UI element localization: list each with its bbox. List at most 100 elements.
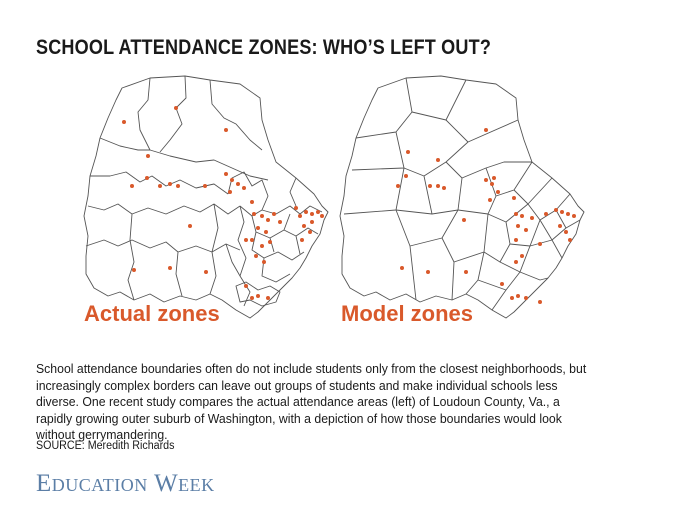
school-dot: [168, 182, 172, 186]
school-dot: [266, 296, 270, 300]
page-title: SCHOOL ATTENDANCE ZONES: WHO’S LEFT OUT?: [36, 36, 492, 59]
zone-boundary: [453, 213, 489, 263]
school-dot: [250, 200, 254, 204]
school-dot: [568, 238, 572, 242]
school-dot: [268, 240, 272, 244]
school-dot: [404, 174, 408, 178]
zone-boundary: [235, 281, 281, 307]
zone-boundary: [85, 239, 241, 253]
school-dot: [566, 212, 570, 216]
school-dot: [188, 224, 192, 228]
zone-boundary: [237, 205, 251, 307]
county-outline-model: [339, 75, 585, 319]
school-dot: [524, 228, 528, 232]
school-dot: [572, 214, 576, 218]
zone-boundary: [483, 243, 511, 263]
school-dot: [302, 224, 306, 228]
school-dot: [278, 220, 282, 224]
zone-boundary: [269, 213, 301, 255]
zone-boundary: [289, 177, 297, 207]
school-dot: [500, 282, 504, 286]
zone-boundary: [99, 137, 269, 181]
school-dot: [272, 212, 276, 216]
map-actual-zones: [83, 75, 329, 319]
school-dot: [564, 230, 568, 234]
school-dot: [298, 214, 302, 218]
zone-boundary: [209, 79, 263, 151]
school-dot: [244, 284, 248, 288]
zone-boundary: [127, 213, 135, 301]
school-dot: [204, 270, 208, 274]
maps-figure: Actual zones: [83, 75, 585, 326]
school-dot: [158, 184, 162, 188]
zone-boundary: [225, 243, 241, 277]
school-dot: [174, 106, 178, 110]
school-dot: [316, 210, 320, 214]
zone-boundary: [487, 203, 529, 223]
zone-boundary: [137, 77, 151, 151]
source-credit: SOURCE: Meredith Richards: [36, 440, 175, 452]
map-model-zones: [339, 75, 585, 319]
school-dot: [132, 268, 136, 272]
zone-boundary: [445, 119, 519, 143]
zone-boundary: [90, 171, 229, 195]
school-dot: [544, 212, 548, 216]
zone-boundary: [491, 271, 549, 311]
school-dot: [256, 294, 260, 298]
school-dot: [514, 212, 518, 216]
zone-boundary: [87, 203, 241, 215]
school-dot: [530, 216, 534, 220]
zone-boundary: [529, 239, 563, 259]
school-dot: [400, 266, 404, 270]
school-dot: [242, 186, 246, 190]
school-dot: [262, 260, 266, 264]
school-dot: [524, 296, 528, 300]
schools-model: [396, 128, 576, 304]
school-dot: [203, 184, 207, 188]
school-dot: [520, 254, 524, 258]
school-dot: [294, 206, 298, 210]
school-dot: [560, 210, 564, 214]
school-dot: [176, 184, 180, 188]
school-dot: [310, 220, 314, 224]
school-dot: [554, 208, 558, 212]
school-dot: [436, 184, 440, 188]
zone-boundary: [505, 219, 541, 247]
school-dot: [244, 238, 248, 242]
zone-boundary: [395, 209, 417, 301]
school-dot: [428, 184, 432, 188]
zone-boundary: [209, 203, 219, 295]
school-dot: [436, 158, 440, 162]
school-dot: [266, 218, 270, 222]
zone-boundary: [499, 245, 531, 273]
school-dot: [510, 296, 514, 300]
school-dot: [520, 214, 524, 218]
school-dot: [130, 184, 134, 188]
school-dot: [490, 182, 494, 186]
school-dot: [224, 172, 228, 176]
school-dot: [300, 238, 304, 242]
school-dot: [464, 270, 468, 274]
school-dot: [484, 178, 488, 182]
school-dot: [250, 238, 254, 242]
school-dot: [558, 224, 562, 228]
school-dot: [250, 296, 254, 300]
school-dot: [492, 176, 496, 180]
school-dot: [236, 182, 240, 186]
zone-boundary: [403, 141, 469, 177]
map-label-model: Model zones: [341, 301, 473, 326]
school-dot: [426, 270, 430, 274]
school-dot: [514, 260, 518, 264]
school-dot: [146, 154, 150, 158]
map-label-actual: Actual zones: [84, 301, 220, 326]
zone-boundary: [159, 75, 187, 153]
zone-boundary: [409, 209, 459, 247]
school-dot: [310, 212, 314, 216]
school-dot: [320, 214, 324, 218]
school-dot: [256, 226, 260, 230]
school-dot: [406, 150, 410, 154]
zone-boundary: [457, 167, 497, 215]
zone-boundary: [527, 193, 571, 221]
zone-boundary: [355, 77, 413, 139]
county-outline-actual: [83, 75, 329, 319]
